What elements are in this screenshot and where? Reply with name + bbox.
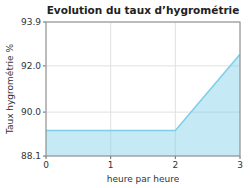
tick-label: 93.9 — [21, 17, 41, 27]
chart: 88.1 90.0 92.0 93.9 0 1 2 3 Evolution du taux d’… — [0, 0, 250, 188]
grid-line — [46, 65, 240, 66]
chart-container: 88.1 90.0 92.0 93.9 0 1 2 3 Evolution du taux d’… — [0, 0, 250, 188]
tick-label: 90.0 — [21, 107, 41, 117]
y-axis-label: Taux hygrométrie % — [5, 43, 15, 135]
x-axis-label: heure par heure — [107, 174, 180, 184]
axes: 88.1 90.0 92.0 93.9 0 1 2 3 — [21, 17, 243, 170]
tick-label: 92.0 — [21, 61, 41, 71]
tick-label: 88.1 — [21, 151, 41, 161]
area-fill — [46, 54, 240, 156]
chart-title: Evolution du taux d’hygrométrie — [47, 4, 240, 16]
tick-label: 1 — [108, 160, 114, 170]
tick-label: 0 — [43, 160, 49, 170]
plot-area — [46, 54, 240, 156]
area-line — [46, 54, 240, 130]
plot-frame — [46, 22, 240, 156]
tick-label: 2 — [172, 160, 178, 170]
tick-label: 3 — [237, 160, 243, 170]
